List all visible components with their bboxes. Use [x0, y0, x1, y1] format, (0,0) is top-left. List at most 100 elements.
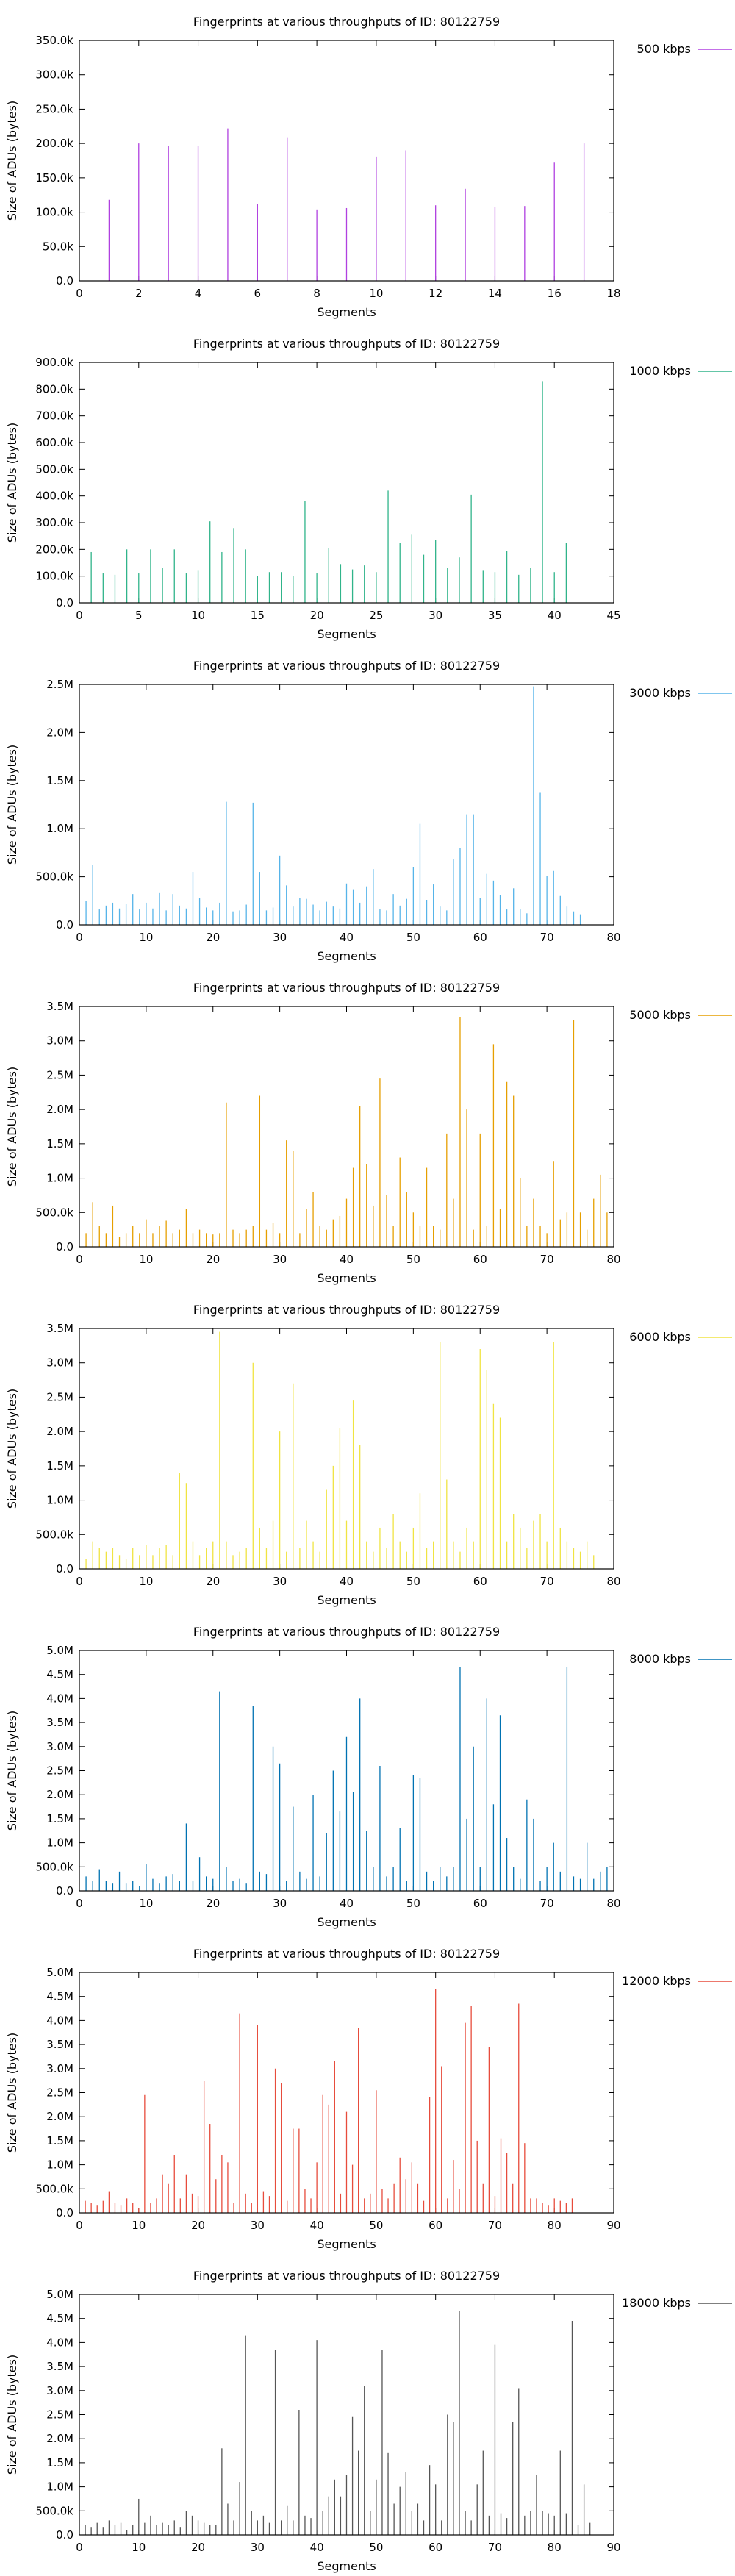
plot-frame	[79, 1650, 614, 1892]
x-tick-label: 10	[139, 1575, 153, 1588]
y-tick-label: 1.0M	[46, 2480, 74, 2494]
y-tick-label: 0.0	[56, 1562, 74, 1575]
y-tick-label: 0.0	[56, 918, 74, 931]
x-tick-label: 80	[606, 1253, 620, 1266]
x-tick-label: 30	[273, 1897, 287, 1910]
chart-title: Fingerprints at various throughputs of I…	[193, 337, 500, 351]
x-axis-label: Segments	[317, 1271, 376, 1285]
x-tick-label: 45	[606, 609, 620, 622]
x-tick-label: 20	[191, 2219, 205, 2232]
x-tick-label: 80	[606, 1897, 620, 1910]
chart-panel: Fingerprints at various throughputs of I…	[0, 1288, 735, 1610]
x-tick-label: 50	[406, 1253, 420, 1266]
y-axis-label: Size of ADUs (bytes)	[5, 1389, 19, 1509]
y-tick-label: 3.5M	[46, 2038, 74, 2051]
y-tick-label: 2.5M	[46, 1390, 74, 1403]
chart-svg: Fingerprints at various throughputs of I…	[5, 2269, 732, 2573]
x-tick-label: 50	[406, 1575, 420, 1588]
y-tick-label: 2.0M	[46, 1788, 74, 1801]
y-tick-label: 4.5M	[46, 1990, 74, 2003]
y-axis-label: Size of ADUs (bytes)	[5, 745, 19, 865]
y-tick-label: 500.0k	[35, 1860, 74, 1873]
chart-title: Fingerprints at various throughputs of I…	[193, 1303, 500, 1317]
x-tick-label: 20	[206, 1253, 220, 1266]
x-tick-label: 20	[206, 931, 220, 944]
x-tick-label: 60	[473, 1897, 487, 1910]
y-axis-label: Size of ADUs (bytes)	[5, 2355, 19, 2475]
x-tick-label: 0	[76, 2219, 83, 2232]
x-tick-label: 80	[606, 931, 620, 944]
y-tick-label: 1.5M	[46, 1812, 74, 1825]
y-tick-label: 50.0k	[43, 240, 74, 253]
x-tick-label: 10	[132, 2219, 146, 2232]
x-tick-label: 10	[132, 2541, 146, 2554]
y-tick-label: 500.0k	[35, 1206, 74, 1219]
y-tick-label: 3.5M	[46, 1000, 74, 1013]
y-tick-label: 200.0k	[35, 137, 74, 150]
y-tick-label: 0.0	[56, 596, 74, 609]
chart-svg: Fingerprints at various throughputs of I…	[5, 659, 732, 963]
y-tick-label: 5.0M	[46, 2288, 74, 2301]
chart-title: Fingerprints at various throughputs of I…	[193, 2269, 500, 2283]
y-tick-label: 5.0M	[46, 1644, 74, 1657]
plot-frame	[79, 1972, 614, 2214]
legend-label: 6000 kbps	[629, 1330, 691, 1344]
y-tick-label: 3.0M	[46, 2384, 74, 2397]
x-tick-label: 0	[76, 2541, 83, 2554]
x-tick-label: 50	[406, 1897, 420, 1910]
x-tick-label: 20	[310, 609, 324, 622]
x-tick-label: 90	[606, 2219, 620, 2232]
y-tick-label: 3.0M	[46, 1034, 74, 1048]
x-tick-label: 80	[548, 2541, 562, 2554]
chart-title: Fingerprints at various throughputs of I…	[193, 659, 500, 673]
x-tick-label: 20	[206, 1575, 220, 1588]
x-tick-label: 4	[195, 287, 202, 300]
x-tick-label: 50	[369, 2541, 383, 2554]
y-tick-label: 2.5M	[46, 2086, 74, 2100]
y-tick-label: 0.0	[56, 1884, 74, 1897]
x-tick-label: 0	[76, 1253, 83, 1266]
y-tick-label: 2.0M	[46, 2110, 74, 2123]
y-tick-label: 2.5M	[46, 678, 74, 691]
chart-panel: Fingerprints at various throughputs of I…	[0, 322, 735, 644]
y-tick-label: 1.0M	[46, 1494, 74, 1507]
y-tick-label: 400.0k	[35, 490, 74, 503]
y-tick-label: 800.0k	[35, 382, 74, 396]
x-tick-label: 10	[139, 931, 153, 944]
y-tick-label: 300.0k	[35, 516, 74, 529]
y-tick-label: 2.5M	[46, 1764, 74, 1778]
y-axis-label: Size of ADUs (bytes)	[5, 2033, 19, 2153]
x-tick-label: 60	[473, 1253, 487, 1266]
x-tick-label: 6	[254, 287, 262, 300]
plot-frame	[79, 1328, 614, 1570]
x-tick-label: 20	[191, 2541, 205, 2554]
x-tick-label: 10	[139, 1253, 153, 1266]
y-tick-label: 100.0k	[35, 570, 74, 583]
x-tick-label: 30	[273, 1575, 287, 1588]
x-tick-label: 80	[606, 1575, 620, 1588]
y-tick-label: 600.0k	[35, 436, 74, 449]
y-tick-label: 0.0	[56, 2528, 74, 2541]
y-tick-label: 500.0k	[35, 870, 74, 884]
x-tick-label: 8	[313, 287, 320, 300]
x-tick-label: 40	[310, 2541, 324, 2554]
x-tick-label: 16	[548, 287, 562, 300]
y-tick-label: 2.5M	[46, 2408, 74, 2422]
x-tick-label: 70	[488, 2541, 502, 2554]
x-tick-label: 14	[488, 287, 502, 300]
y-tick-label: 500.0k	[35, 1528, 74, 1541]
chart-panel: Fingerprints at various throughputs of I…	[0, 644, 735, 966]
y-tick-label: 500.0k	[35, 462, 74, 476]
legend-label: 8000 kbps	[629, 1652, 691, 1666]
y-tick-label: 1.0M	[46, 1836, 74, 1850]
y-tick-label: 0.0	[56, 2206, 74, 2219]
y-tick-label: 1.5M	[46, 1137, 74, 1151]
x-tick-label: 40	[340, 931, 354, 944]
x-tick-label: 70	[540, 1253, 554, 1266]
y-axis-label: Size of ADUs (bytes)	[5, 1067, 19, 1187]
x-tick-label: 0	[76, 287, 83, 300]
y-tick-label: 700.0k	[35, 409, 74, 423]
x-tick-label: 25	[369, 609, 383, 622]
y-tick-label: 1.0M	[46, 1172, 74, 1185]
